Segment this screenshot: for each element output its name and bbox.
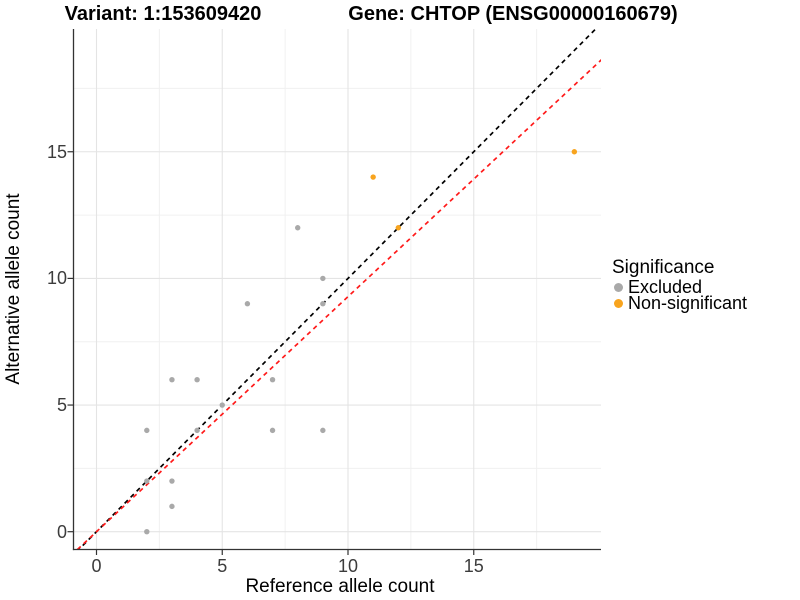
variant-title: Variant: 1:153609420 <box>64 3 262 25</box>
reference-lines <box>76 29 601 550</box>
legend-key-dot <box>614 282 623 292</box>
legend-item-label: Excluded <box>628 277 703 297</box>
legend-item-label: Non-significant <box>628 293 748 313</box>
x-tick-label: 0 <box>91 556 102 576</box>
data-point-excluded <box>144 478 150 484</box>
y-tick-label: 15 <box>46 141 67 162</box>
x-tick-label: 5 <box>217 556 228 576</box>
data-point-excluded <box>144 427 150 434</box>
data-point-excluded <box>169 377 175 383</box>
y-tick-label: 5 <box>56 395 67 416</box>
y-tick-label: 10 <box>46 268 67 289</box>
data-point-excluded <box>320 275 326 282</box>
gene-title: Gene: CHTOP (ENSG00000160679) <box>348 3 678 25</box>
data-point-non-significant <box>395 225 401 231</box>
data-point-excluded <box>269 427 276 434</box>
minor-gridlines <box>73 29 601 550</box>
data-point-excluded <box>295 225 301 231</box>
tick-marks <box>67 151 475 555</box>
y-tick-label: 0 <box>56 521 67 542</box>
x-axis-title: Reference allele count <box>245 576 435 597</box>
y-axis-title: Alternative allele count <box>3 193 24 385</box>
x-tick-label: 10 <box>337 556 359 576</box>
data-point-non-significant <box>571 149 578 155</box>
data-point-excluded <box>269 377 276 383</box>
data-point-excluded <box>219 402 225 408</box>
legend-title: Significance <box>612 257 715 278</box>
legend-key-dot <box>614 298 623 308</box>
data-point-non-significant <box>370 174 376 180</box>
data-point-excluded <box>194 377 200 383</box>
legend-item: Non-significant <box>612 293 748 313</box>
data-point-excluded <box>244 301 251 307</box>
x-tick-label: 15 <box>463 556 484 576</box>
data-point-excluded <box>194 427 200 434</box>
data-point-excluded <box>320 301 326 307</box>
major-gridlines <box>73 29 601 550</box>
data-point-excluded <box>169 503 175 510</box>
data-point-excluded <box>169 478 175 484</box>
data-point-excluded <box>144 529 150 535</box>
legend: Significance Excluded Non-significant <box>612 257 748 313</box>
data-points <box>144 149 578 535</box>
legend-item: Excluded <box>612 277 747 297</box>
identity-line <box>77 29 597 550</box>
legend-items: Excluded Non-significant <box>612 277 748 313</box>
expected-ratio-line <box>76 59 601 550</box>
data-point-excluded <box>320 427 326 434</box>
axis-lines <box>72 29 601 551</box>
